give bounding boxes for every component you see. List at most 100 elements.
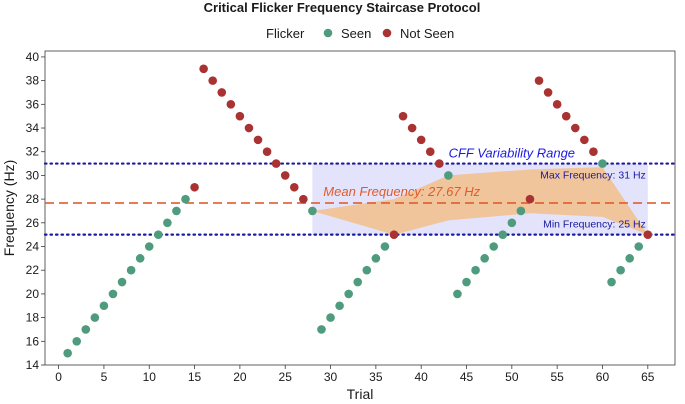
data-point-not-seen: [217, 88, 227, 97]
data-point-not-seen: [643, 230, 653, 239]
y-tick-label: 32: [26, 145, 40, 159]
data-point-seen: [154, 230, 163, 239]
data-point-seen: [480, 254, 489, 263]
x-tick-label: 35: [369, 370, 383, 384]
data-point-seen: [126, 265, 136, 275]
data-point-seen: [90, 313, 100, 322]
reversal-envelope: [312, 167, 648, 235]
data-point-seen: [72, 337, 82, 346]
data-point-seen: [607, 277, 616, 287]
y-tick-label: 26: [26, 216, 40, 230]
legend-marker-not-seen: [382, 28, 392, 38]
data-point-not-seen: [389, 230, 399, 239]
y-tick-label: 20: [26, 287, 40, 301]
x-tick-label: 65: [641, 370, 655, 384]
data-point-seen: [634, 242, 644, 251]
x-tick-label: 30: [324, 370, 338, 384]
data-point-seen: [453, 289, 462, 299]
legend-marker-seen: [323, 28, 333, 38]
data-point-seen: [181, 194, 190, 204]
data-point-not-seen: [416, 135, 426, 145]
data-point-not-seen: [280, 171, 290, 180]
y-tick-label: 34: [26, 121, 40, 135]
x-tick-label: 15: [188, 370, 202, 384]
data-point-not-seen: [190, 182, 199, 192]
data-point-seen: [489, 242, 499, 251]
data-point-not-seen: [425, 147, 435, 157]
data-point-not-seen: [235, 111, 245, 121]
y-tick-label: 30: [26, 168, 40, 182]
legend-label-not-seen: Not Seen: [400, 26, 454, 41]
y-tick-label: 22: [26, 263, 40, 277]
data-point-seen: [616, 265, 625, 275]
mean-frequency-label: Mean Frequency: 27.67 Hz: [323, 184, 480, 199]
y-tick-label: 36: [26, 97, 40, 111]
data-point-not-seen: [253, 135, 263, 145]
data-point-not-seen: [552, 100, 562, 109]
x-tick-label: 10: [143, 370, 157, 384]
x-tick-label: 55: [550, 370, 564, 384]
data-point-seen: [163, 218, 172, 228]
data-point-not-seen: [561, 111, 571, 121]
data-point-seen: [625, 254, 634, 263]
data-point-seen: [144, 242, 154, 251]
data-point-seen: [444, 171, 453, 180]
data-point-not-seen: [244, 123, 254, 133]
y-axis-title: Frequency (Hz): [1, 160, 17, 256]
y-tick-label: 18: [26, 311, 40, 325]
data-point-seen: [317, 325, 326, 334]
data-point-seen: [308, 206, 317, 216]
max-frequency-label: Max Frequency: 31 Hz: [540, 170, 646, 182]
data-point-seen: [498, 230, 508, 239]
y-tick-label: 38: [26, 74, 40, 88]
data-point-seen: [371, 254, 381, 263]
data-point-not-seen: [580, 135, 589, 145]
x-tick-label: 0: [55, 370, 62, 384]
legend-label-seen: Seen: [341, 26, 371, 41]
data-point-seen: [516, 206, 526, 216]
data-point-seen: [326, 313, 335, 322]
y-tick-label: 24: [26, 240, 40, 254]
data-point-seen: [81, 325, 91, 334]
x-tick-label: 50: [505, 370, 519, 384]
data-point-not-seen: [407, 123, 417, 133]
y-tick-label: 14: [26, 358, 40, 372]
data-point-not-seen: [208, 76, 217, 85]
x-tick-label: 20: [233, 370, 247, 384]
data-point-seen: [172, 206, 181, 216]
data-point-not-seen: [199, 64, 208, 74]
min-frequency-label: Min Frequency: 25 Hz: [543, 219, 646, 231]
data-point-seen: [63, 348, 72, 358]
y-tick-label: 28: [26, 192, 40, 206]
y-tick-label: 16: [26, 334, 40, 348]
data-point-seen: [471, 265, 480, 275]
data-point-seen: [108, 289, 118, 299]
data-point-not-seen: [299, 194, 308, 204]
data-point-not-seen: [534, 76, 544, 85]
data-point-seen: [335, 301, 344, 311]
data-point-seen: [507, 218, 517, 228]
variability-range-label: CFF Variability Range: [449, 146, 575, 161]
data-point-not-seen: [589, 147, 598, 157]
data-point-not-seen: [398, 111, 408, 121]
data-point-seen: [380, 242, 390, 251]
data-point-seen: [353, 277, 363, 287]
x-tick-label: 40: [415, 370, 429, 384]
data-point-seen: [135, 254, 145, 263]
chart-title: Critical Flicker Frequency Staircase Pro…: [204, 0, 481, 15]
data-point-seen: [598, 159, 607, 168]
x-tick-label: 5: [101, 370, 108, 384]
data-point-seen: [99, 301, 109, 311]
data-point-not-seen: [525, 194, 535, 204]
data-point-not-seen: [435, 159, 444, 168]
data-point-not-seen: [570, 123, 580, 133]
data-point-not-seen: [289, 182, 299, 192]
data-point-seen: [117, 277, 127, 287]
x-axis-title: Trial: [347, 386, 374, 402]
data-point-not-seen: [262, 147, 272, 157]
data-point-not-seen: [226, 100, 236, 109]
x-tick-label: 60: [596, 370, 610, 384]
y-tick-label: 40: [26, 50, 40, 64]
data-point-not-seen: [271, 159, 281, 168]
data-point-seen: [362, 265, 372, 275]
